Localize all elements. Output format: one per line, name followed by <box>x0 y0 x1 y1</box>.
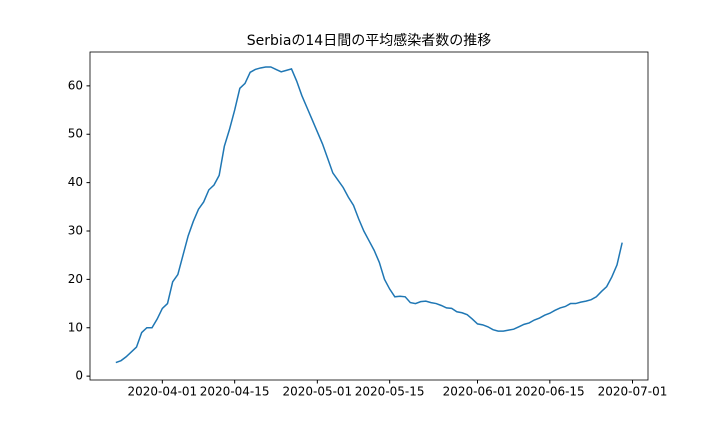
x-tick-label: 2020-06-01 <box>443 385 513 399</box>
y-tick-label: 30 <box>68 223 83 237</box>
y-tick-label: 10 <box>68 320 83 334</box>
x-tick-label: 2020-04-01 <box>127 385 197 399</box>
x-tick-label: 2020-04-15 <box>200 385 270 399</box>
x-tick-label: 2020-07-01 <box>598 385 668 399</box>
y-tick-label: 50 <box>68 127 83 141</box>
y-tick-label: 20 <box>68 272 83 286</box>
y-tick-label: 60 <box>68 78 83 92</box>
data-line <box>115 66 623 364</box>
axes-frame <box>89 51 649 381</box>
x-tick-label: 2020-05-15 <box>355 385 425 399</box>
y-tick-label: 40 <box>68 175 83 189</box>
x-tick-label: 2020-05-01 <box>282 385 352 399</box>
chart-title: Serbiaの14日間の平均感染者数の推移 <box>247 32 491 49</box>
x-tick-label: 2020-06-15 <box>515 385 585 399</box>
y-tick-label: 0 <box>75 369 83 383</box>
